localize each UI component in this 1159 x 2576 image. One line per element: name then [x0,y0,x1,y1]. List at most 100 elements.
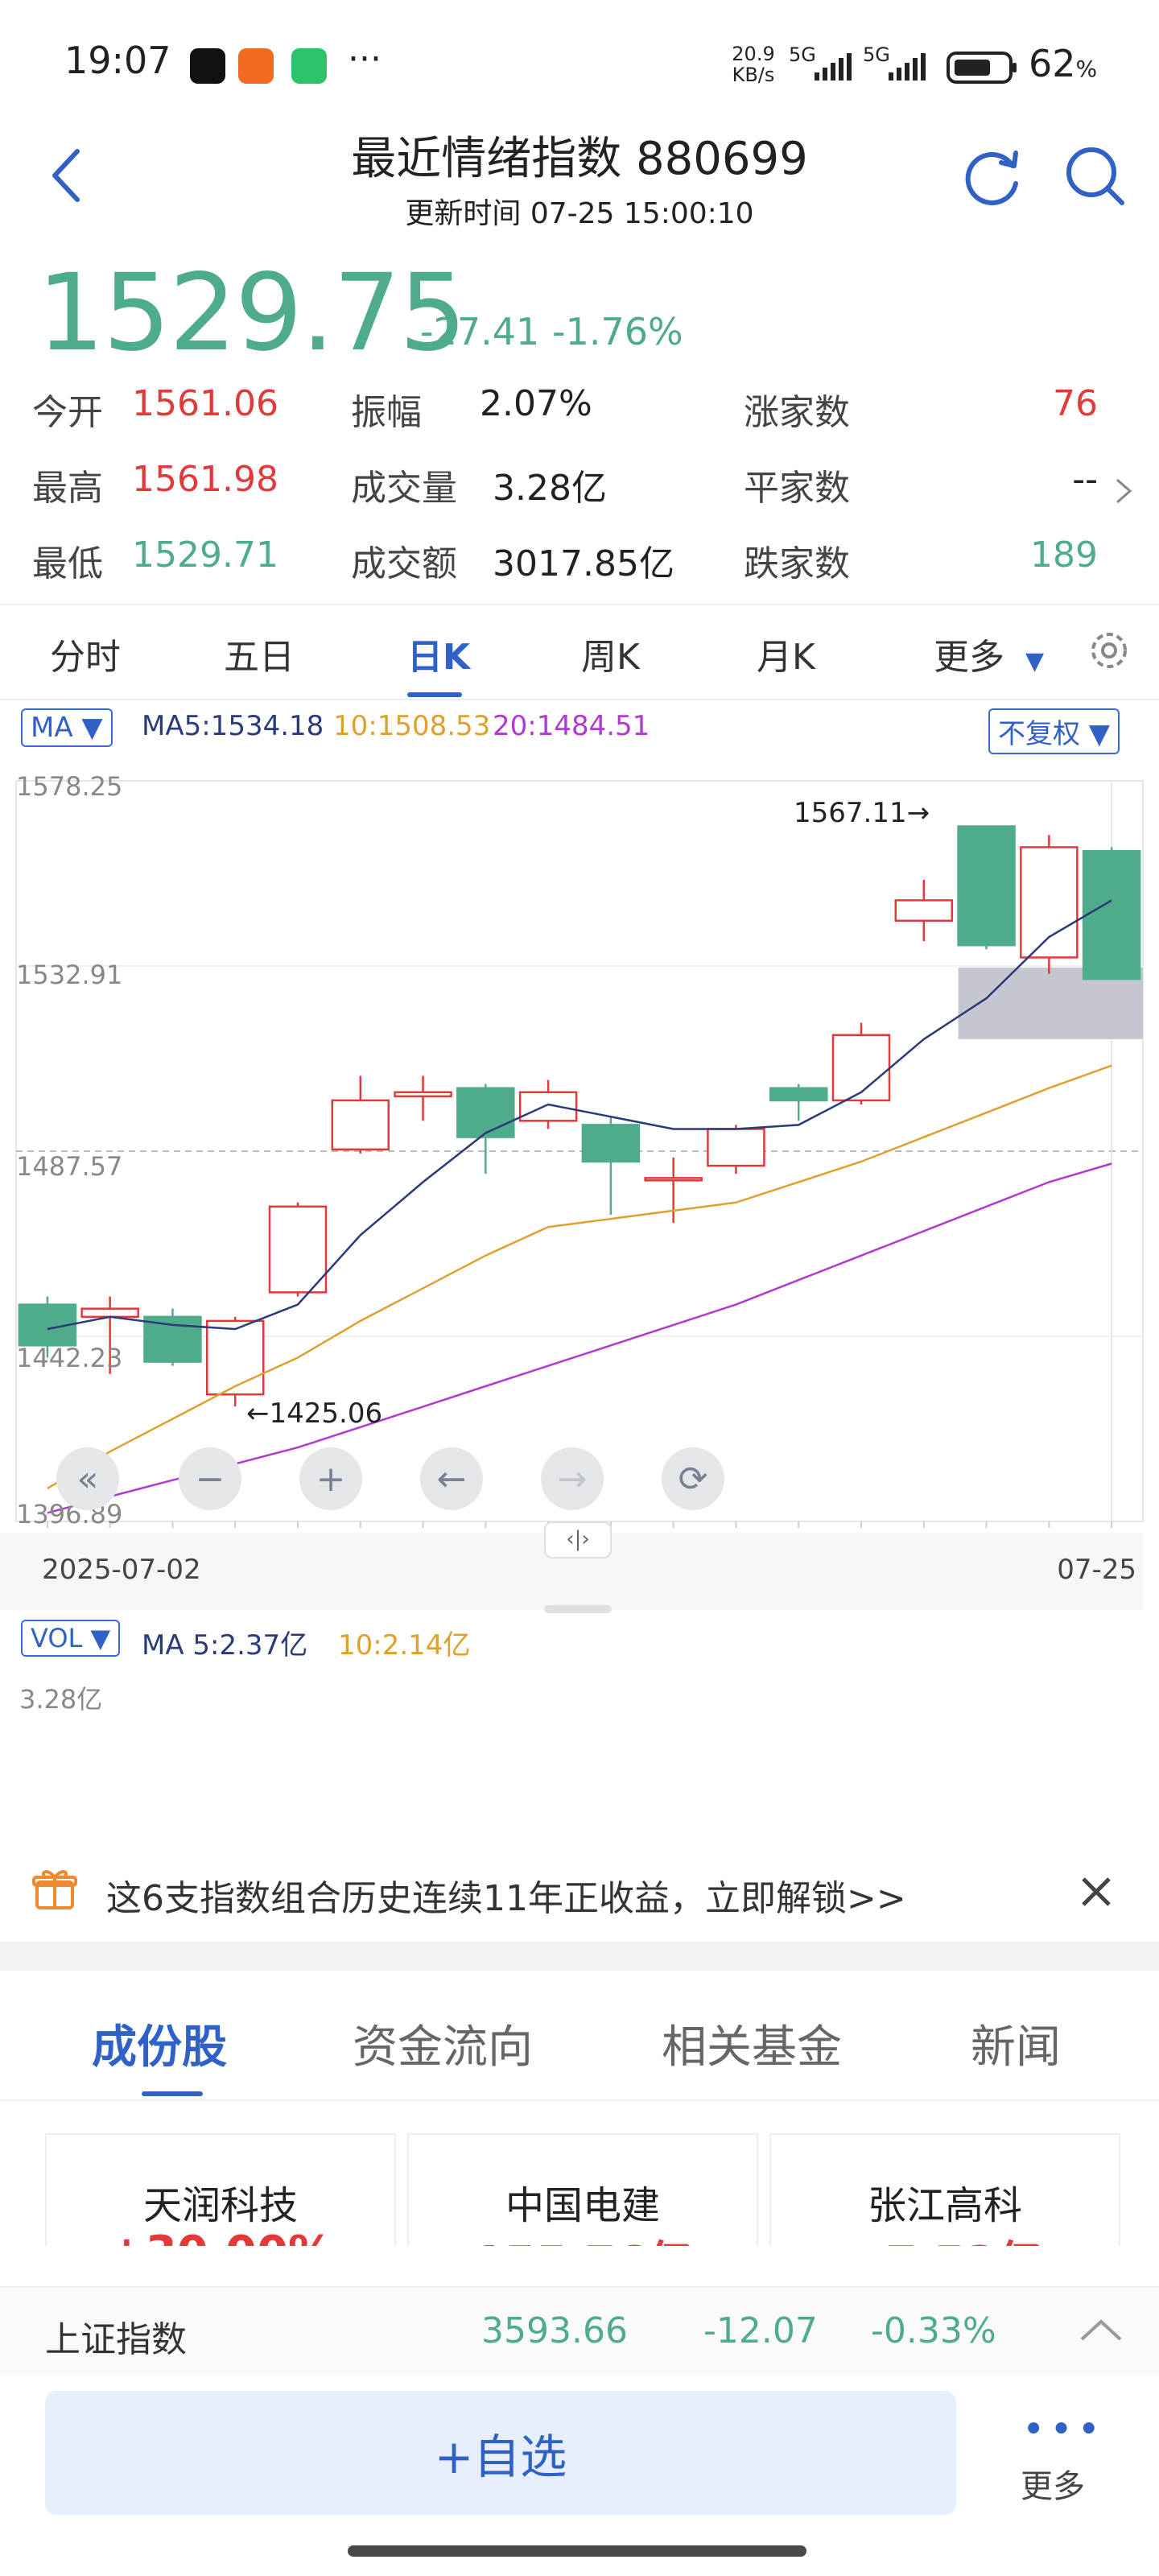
volume-label: 成交量 [351,468,457,509]
tab-intraday[interactable]: 分时 [50,637,121,678]
rotate-icon: ⟳ [678,1458,708,1500]
signal-5g-label-2: 5G [863,43,890,66]
index-change: -12.07 [703,2310,818,2351]
stock-card-value: 155.76亿 [409,2227,757,2246]
battery-icon [947,50,1017,85]
more-notifications-icon: ··· [348,39,382,80]
search-button[interactable] [1061,142,1128,209]
back-arrow-icon [52,149,80,202]
high-value: 1561.98 [132,459,278,500]
stock-card-title: 中国电建 [505,2183,660,2228]
section-gap [0,1942,1159,1971]
gear-icon [1091,633,1127,668]
page-title: 最近情绪指数 880699 [351,133,808,185]
stock-card[interactable]: 张江高科 +7.53亿 [769,2133,1120,2246]
zoom-out-button[interactable]: − [179,1447,241,1510]
stock-card-value: +30.00% [47,2227,394,2246]
candle-body [456,1087,515,1138]
tab-weekly-k[interactable]: 周K [581,637,640,678]
minus-icon: − [195,1458,225,1500]
promo-text[interactable]: 这6支指数组合历史连续11年正收益，立即解锁>> [106,1878,906,1919]
active-tab-indicator [142,2091,203,2096]
close-banner-button[interactable] [1079,1874,1114,1909]
candle-body [581,1124,641,1163]
net-speed-unit: KB/s [732,64,775,86]
stock-card[interactable]: 天润科技 +30.00% [45,2133,396,2246]
tab-constituents[interactable]: 成份股 [92,2021,227,2074]
chevron-up-icon[interactable] [1079,2315,1124,2344]
double-chevron-left-icon: « [76,1458,99,1500]
stock-card[interactable]: 中国电建 155.76亿 [407,2133,758,2246]
promo-banner[interactable] [0,1827,1159,1948]
candle-body [205,1319,265,1396]
up-count-value: 76 [1053,383,1098,424]
amount-value: 3017.85亿 [493,543,674,584]
candle-body [894,899,954,922]
vol-y-max: 3.28亿 [19,1684,103,1715]
battery-level: 62% [1029,42,1098,85]
tab-related-funds[interactable]: 相关基金 [662,2021,842,2074]
divider [0,699,1159,700]
candle-body [644,1177,703,1182]
vol-selector[interactable]: VOL ▼ [21,1620,121,1657]
kline-chart[interactable] [0,749,1159,1602]
low-label: 最低 [32,543,103,584]
adjust-selector[interactable]: 不复权 ▼ [988,708,1120,754]
candle-body [1020,846,1079,959]
amplitude-value: 2.07% [480,383,592,424]
1688-app-icon [238,48,274,84]
scroll-left-button[interactable]: ← [420,1447,483,1510]
back-button[interactable] [45,143,93,208]
tab-more-label: 更多 [934,637,1004,678]
y-tick-label: 1442.23 [16,1343,123,1373]
index-name: 上证指数 [45,2319,187,2360]
y-tick-label: 1532.91 [16,960,123,990]
scroll-right-button[interactable]: → [541,1447,604,1510]
tab-fund-flow[interactable]: 资金流向 [353,2021,533,2074]
stock-card-value: +7.53亿 [771,2227,1119,2246]
rotate-screen-button[interactable]: ⟳ [662,1447,724,1510]
add-watchlist-button[interactable]: +自选 [45,2391,956,2515]
index-ticker-bar[interactable]: 上证指数 3593.66 -12.07 -0.33% [0,2286,1159,2375]
signal-bars-icon-1 [811,52,856,80]
chart-settings-button[interactable] [1085,626,1133,675]
candle-body [769,1087,828,1102]
candle-body [394,1091,452,1098]
close-icon [1082,1877,1111,1906]
index-value: 3593.66 [481,2310,628,2351]
tab-five-day[interactable]: 五日 [224,637,295,678]
tiktok-icon [190,48,225,84]
tab-daily-k[interactable]: 日K [407,637,471,678]
wechat-icon [291,48,327,84]
chart-drag-handle[interactable]: ‹|› [544,1521,612,1558]
status-bar: 19:07 ··· 20.9 KB/s 5G 5G 62% [0,0,1159,121]
gift-icon [32,1866,77,1911]
refresh-button[interactable] [959,142,1027,209]
more-button[interactable]: ••• 更多 [1004,2407,1109,2505]
ma-selector[interactable]: MA ▼ [21,708,113,747]
down-count-value: 189 [1030,535,1098,576]
open-label: 今开 [32,392,103,433]
rewind-button[interactable]: « [56,1447,119,1510]
vol-ma10: 10:2.14亿 [338,1629,471,1662]
max-price-label: 1567.11→ [794,797,930,829]
stock-card-title: 张江高科 [867,2183,1022,2228]
ma10-line [47,1064,1112,1489]
status-time: 19:07 [64,39,171,82]
ma20-value: 20:1484.51 [493,710,650,742]
amount-label: 成交额 [351,543,457,584]
date-start-label: 2025-07-02 [42,1554,201,1586]
signal-5g-label-1: 5G [789,43,816,66]
min-price-label: ←1425.06 [246,1397,383,1430]
candle-body [518,1091,578,1122]
date-end-label: 07-25 [1057,1554,1136,1586]
tab-news[interactable]: 新闻 [971,2021,1061,2074]
arrow-right-icon: → [557,1458,588,1500]
y-tick-label: 1487.57 [16,1151,123,1182]
panel-resize-handle[interactable] [544,1605,612,1613]
zoom-in-button[interactable]: + [299,1447,362,1510]
expand-quote-button[interactable] [1111,475,1135,507]
ma5-value: MA5:1534.18 [142,710,324,742]
tab-monthly-k[interactable]: 月K [757,637,815,678]
tab-more[interactable]: 更多 ▼ [934,628,1044,679]
